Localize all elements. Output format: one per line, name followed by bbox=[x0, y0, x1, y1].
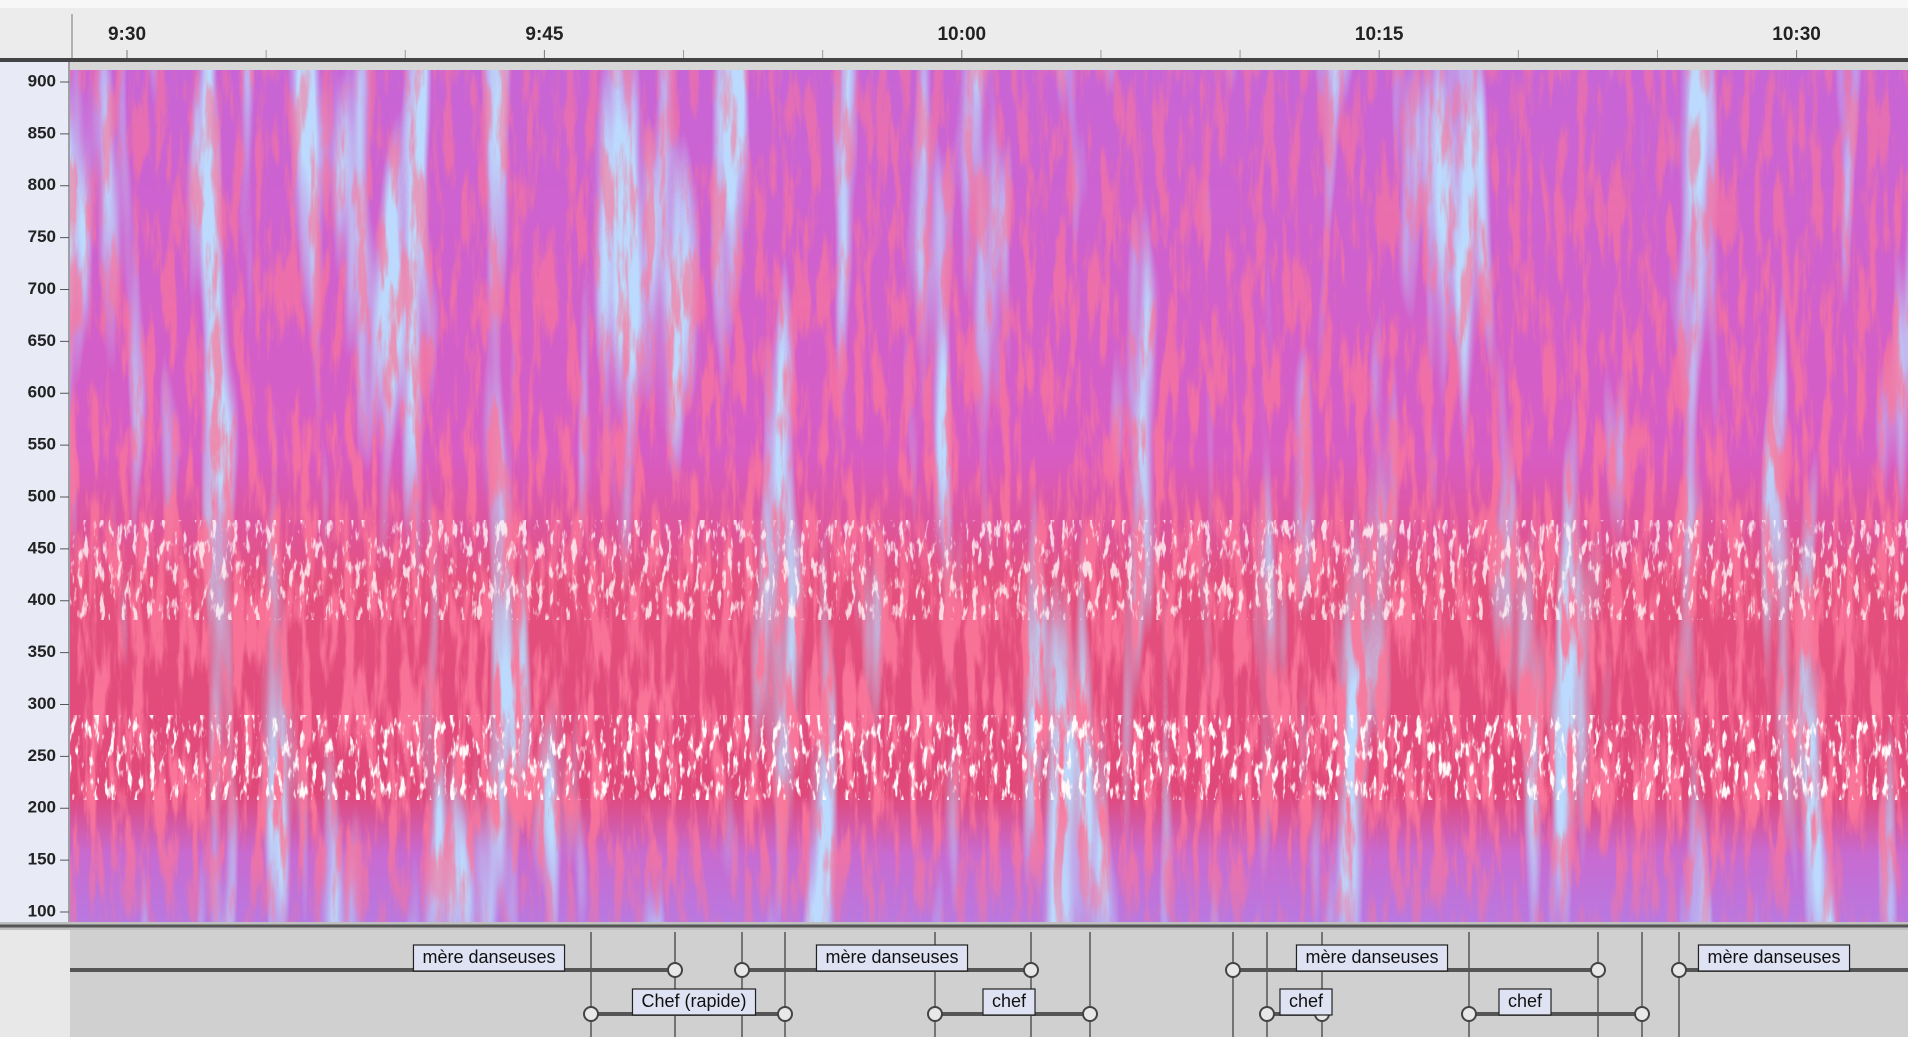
label-handle[interactable] bbox=[1671, 962, 1687, 978]
frequency-tick-label: 750 bbox=[28, 227, 56, 246]
label-handle[interactable] bbox=[927, 1006, 943, 1022]
spectrogram[interactable] bbox=[70, 70, 1908, 922]
frequency-tick-label: 150 bbox=[28, 850, 56, 869]
frequency-tick-label: 250 bbox=[28, 746, 56, 765]
label-handle[interactable] bbox=[1082, 1006, 1098, 1022]
time-tick-label: 9:30 bbox=[108, 24, 146, 45]
time-tick-label: 10:15 bbox=[1355, 24, 1404, 45]
label-handle[interactable] bbox=[667, 962, 683, 978]
frequency-tick-label: 200 bbox=[28, 798, 56, 817]
frequency-tick-label: 450 bbox=[28, 538, 56, 557]
label-handle[interactable] bbox=[777, 1006, 793, 1022]
frequency-tick-label: 300 bbox=[28, 694, 56, 713]
frequency-tick-label: 650 bbox=[28, 331, 56, 350]
frequency-tick-label: 600 bbox=[28, 383, 56, 402]
frequency-tick-label: 900 bbox=[28, 71, 56, 90]
frequency-tick-label: 700 bbox=[28, 279, 56, 298]
label-handle[interactable] bbox=[734, 962, 750, 978]
label-track-gutter bbox=[0, 930, 70, 1037]
ruler-border bbox=[0, 58, 1908, 62]
label-text[interactable]: chef bbox=[1289, 991, 1324, 1011]
label-handle[interactable] bbox=[1590, 962, 1606, 978]
label-text[interactable]: mère danseuses bbox=[422, 947, 555, 967]
time-ruler[interactable] bbox=[0, 0, 1908, 62]
label-track[interactable] bbox=[70, 930, 1908, 1037]
time-tick-label: 9:45 bbox=[525, 24, 563, 45]
frequency-tick-label: 550 bbox=[28, 435, 56, 454]
label-handle[interactable] bbox=[1259, 1006, 1275, 1022]
label-text[interactable]: Chef (rapide) bbox=[641, 991, 746, 1011]
label-text[interactable]: chef bbox=[992, 991, 1027, 1011]
label-box[interactable] bbox=[1498, 988, 1552, 1016]
label-box[interactable] bbox=[982, 988, 1036, 1016]
label-text[interactable]: mère danseuses bbox=[825, 947, 958, 967]
label-box[interactable] bbox=[412, 944, 566, 972]
label-box[interactable] bbox=[1697, 944, 1851, 972]
label-box[interactable] bbox=[1279, 988, 1333, 1016]
label-box[interactable] bbox=[1295, 944, 1449, 972]
label-box[interactable] bbox=[815, 944, 969, 972]
label-box[interactable] bbox=[631, 988, 757, 1016]
frequency-tick-label: 400 bbox=[28, 590, 56, 609]
label-handle[interactable] bbox=[1461, 1006, 1477, 1022]
band-low bbox=[70, 715, 1908, 800]
frequency-tick-label: 100 bbox=[28, 901, 56, 920]
time-tick-label: 10:30 bbox=[1772, 24, 1821, 45]
label-handle[interactable] bbox=[1023, 962, 1039, 978]
label-handle[interactable] bbox=[583, 1006, 599, 1022]
frequency-tick-label: 850 bbox=[28, 123, 56, 142]
label-handle[interactable] bbox=[1634, 1006, 1650, 1022]
frequency-tick-label: 350 bbox=[28, 642, 56, 661]
frequency-axis bbox=[0, 62, 70, 930]
time-tick-label: 10:00 bbox=[937, 24, 986, 45]
band-mid bbox=[70, 520, 1908, 620]
label-text[interactable]: chef bbox=[1508, 991, 1543, 1011]
label-text[interactable]: mère danseuses bbox=[1707, 947, 1840, 967]
label-handle[interactable] bbox=[1225, 962, 1241, 978]
frequency-tick-label: 500 bbox=[28, 486, 56, 505]
ruler-top bbox=[0, 0, 1908, 8]
frequency-tick-label: 800 bbox=[28, 175, 56, 194]
label-text[interactable]: mère danseuses bbox=[1305, 947, 1438, 967]
